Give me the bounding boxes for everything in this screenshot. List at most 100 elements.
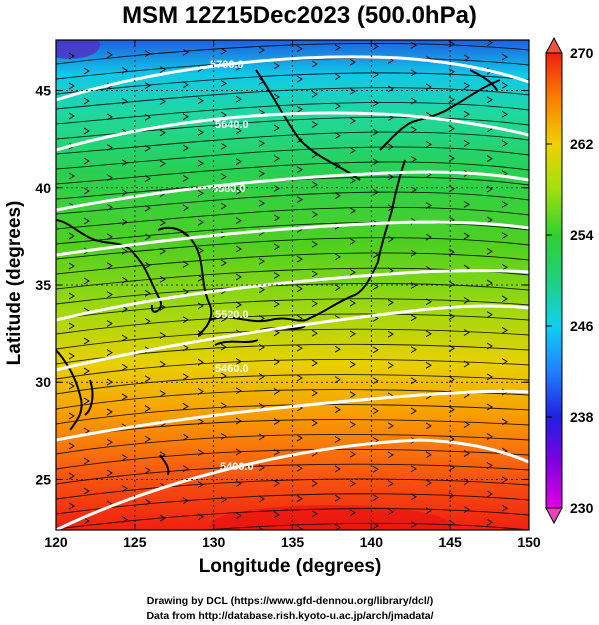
- streamline-arrow: [273, 272, 280, 279]
- streamline-arrow: [448, 96, 455, 104]
- streamline-arrow: [448, 464, 455, 472]
- streamline-arrow: [144, 82, 151, 89]
- streamline: [56, 508, 529, 530]
- streamline-arrow: [425, 451, 432, 459]
- streamline-arrow: [182, 144, 189, 152]
- streamline-arrow: [463, 450, 470, 457]
- streamline-arrow: [144, 50, 151, 57]
- streamline-arrow: [501, 200, 508, 208]
- streamline-arrow: [463, 297, 470, 304]
- streamline-arrow: [501, 327, 508, 334]
- streamline-arrow: [410, 314, 417, 322]
- y-tick-label: 35: [35, 277, 51, 293]
- x-axis-ticks: 120 125 130 135 140 145 150: [44, 40, 541, 550]
- streamline-arrow: [410, 249, 417, 257]
- streamline-arrow: [68, 322, 75, 330]
- streamline-arrow: [69, 533, 74, 539]
- streamline-arrow: [258, 139, 265, 147]
- streamline-arrow: [273, 511, 280, 519]
- streamline-arrow: [182, 261, 189, 268]
- x-tick-label: 150: [517, 534, 541, 550]
- streamline-arrow: [486, 279, 493, 287]
- streamline-arrow: [121, 276, 128, 284]
- streamline-arrow: [144, 435, 151, 443]
- warm-core-shading: [210, 505, 450, 530]
- streamline-arrow: [235, 217, 242, 224]
- streamline-arrow: [182, 403, 189, 410]
- streamline-arrow: [68, 382, 75, 390]
- streamline: [56, 191, 529, 215]
- streamline-arrow: [144, 317, 151, 325]
- streamline: [56, 313, 529, 335]
- streamline-arrow: [463, 139, 470, 147]
- streamline-arrow: [68, 262, 75, 270]
- streamline-arrow: [258, 373, 265, 380]
- streamline-arrow: [83, 457, 90, 465]
- streamline-arrow: [372, 465, 379, 473]
- streamline-arrow: [448, 376, 455, 383]
- streamline-arrow: [159, 66, 166, 73]
- streamline-arrow: [311, 270, 318, 278]
- streamline-arrow: [121, 516, 128, 523]
- streamline-arrow: [68, 52, 75, 60]
- streamline-arrow: [486, 433, 493, 440]
- streamline-arrow: [372, 43, 379, 50]
- contour-label: 5520.0: [215, 309, 249, 321]
- streamline-arrow: [183, 529, 184, 530]
- streamline-arrow: [334, 44, 341, 51]
- streamline-arrow: [425, 422, 432, 430]
- streamline-arrow: [349, 58, 356, 66]
- streamline-arrow: [106, 349, 113, 357]
- streamline-arrow: [448, 344, 455, 352]
- streamline-arrow: [107, 532, 112, 538]
- streamline-arrow: [425, 507, 432, 515]
- streamline: [56, 493, 529, 515]
- y-tick-label: 25: [35, 471, 51, 487]
- streamline-arrow: [235, 387, 242, 395]
- streamline: [56, 404, 529, 425]
- streamline-arrow: [159, 129, 166, 137]
- streamline-arrow: [182, 433, 189, 441]
- streamline-arrow: [68, 352, 75, 360]
- streamline-arrow: [121, 363, 128, 371]
- streamline-arrow: [273, 243, 280, 251]
- streamline-arrow: [220, 142, 227, 150]
- streamline-arrow: [121, 393, 128, 401]
- streamline-arrow: [68, 412, 75, 420]
- streamline-arrow: [106, 408, 113, 416]
- streamline-arrow: [425, 141, 432, 148]
- streamline-arrow: [144, 289, 151, 297]
- streamline-arrow: [372, 158, 379, 166]
- streamline-arrow: [258, 257, 265, 265]
- contour-label: 5700.0: [210, 59, 244, 71]
- streamline-arrow: [273, 358, 280, 366]
- streamline-arrow: [387, 330, 394, 338]
- streamline: [56, 42, 529, 65]
- streamline-arrow: [425, 202, 432, 209]
- streamline: [56, 237, 529, 260]
- streamline-arrow: [311, 510, 318, 518]
- streamline-arrow: [501, 504, 508, 512]
- streamline-arrow: [273, 124, 280, 132]
- streamline-arrow: [387, 143, 394, 151]
- streamline-arrow: [235, 417, 242, 425]
- streamline-arrow: [144, 144, 151, 152]
- streamline-arrow: [372, 407, 379, 415]
- streamline-arrow: [83, 397, 90, 405]
- streamline-arrow: [68, 502, 75, 510]
- streamline-arrow: [144, 233, 151, 241]
- streamline-arrow: [182, 204, 189, 212]
- streamline-arrow: [235, 245, 242, 253]
- streamline: [56, 87, 529, 110]
- streamline-arrow: [83, 337, 90, 345]
- streamline-arrow: [68, 172, 75, 180]
- streamline-arrow: [159, 514, 166, 522]
- streamline-arrow: [296, 285, 303, 293]
- streamline-arrow: [258, 343, 265, 351]
- streamline-arrow: [197, 330, 204, 338]
- streamline-arrow: [486, 490, 493, 498]
- streamline-arrow: [258, 286, 265, 294]
- x-tick-label: 135: [281, 534, 305, 550]
- streamline-arrow: [258, 495, 265, 503]
